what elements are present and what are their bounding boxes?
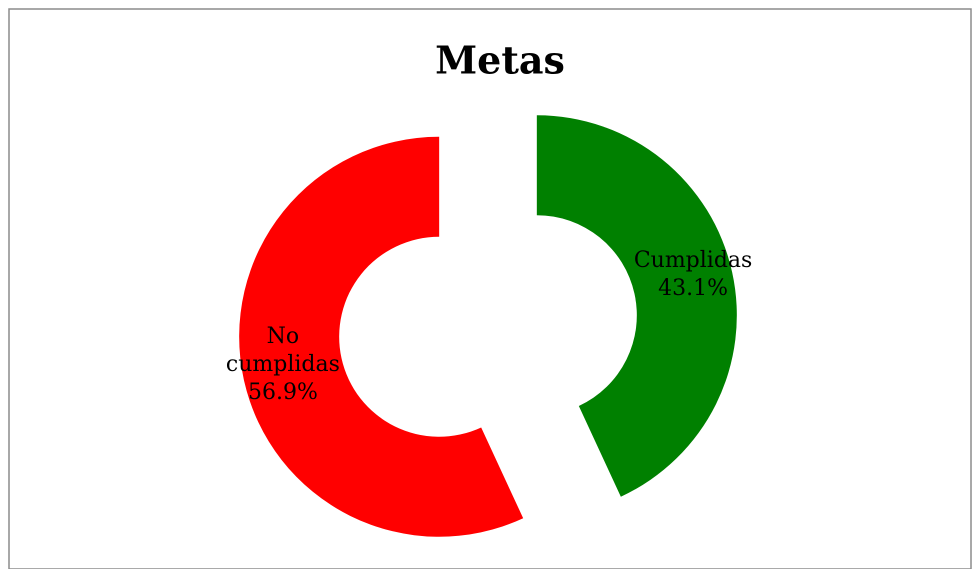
chart-title: Metas: [435, 38, 565, 83]
label-line: Cumplidas: [634, 248, 753, 273]
slice-value-label: 43.1%: [658, 276, 728, 301]
slice-value-label: 56.9%: [248, 380, 318, 405]
donut-slice: [239, 136, 524, 537]
label-line: No: [267, 324, 300, 349]
slice-label: No cumplidas: [226, 324, 340, 377]
slice-label: Cumplidas: [634, 248, 753, 273]
label-line: cumplidas: [226, 352, 340, 377]
donut-slice: [536, 115, 737, 497]
